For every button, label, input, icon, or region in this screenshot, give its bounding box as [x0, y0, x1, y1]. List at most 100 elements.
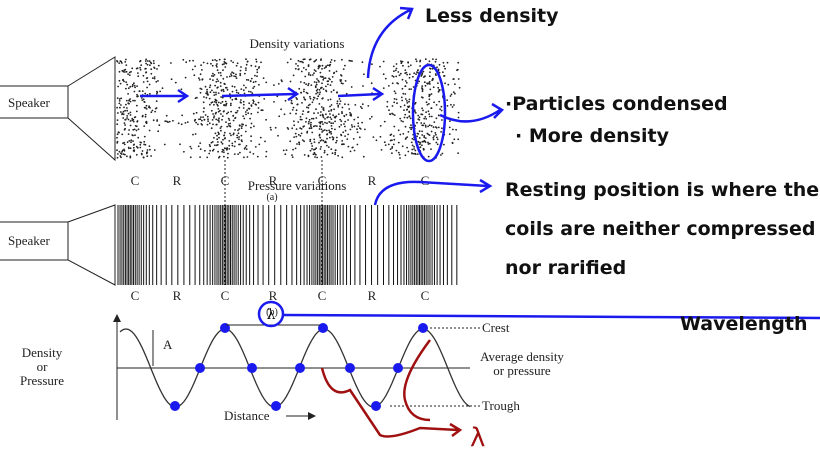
particle: [322, 78, 325, 81]
particle: [290, 99, 293, 102]
particle: [277, 83, 280, 85]
particle: [312, 117, 315, 120]
particle: [293, 124, 296, 127]
particle: [129, 98, 132, 100]
particle: [118, 79, 121, 82]
particle: [402, 92, 405, 95]
particle: [126, 117, 128, 119]
particle: [141, 99, 144, 101]
particle: [421, 90, 424, 93]
particle: [256, 68, 259, 71]
particle: [121, 150, 123, 153]
particle: [206, 93, 209, 96]
particle: [458, 86, 461, 89]
particle: [294, 147, 297, 150]
particle: [345, 113, 348, 116]
particle: [213, 116, 215, 119]
particle: [399, 133, 402, 136]
particle: [330, 131, 332, 133]
particle: [132, 140, 134, 143]
particle: [406, 136, 409, 139]
particle: [432, 136, 435, 139]
particle: [389, 134, 392, 137]
particle: [286, 61, 289, 64]
particle: [359, 127, 362, 130]
particle: [431, 67, 434, 70]
particle: [448, 133, 451, 136]
particle: [199, 142, 202, 145]
particle: [322, 123, 324, 125]
particle: [194, 97, 197, 100]
particle: [219, 81, 222, 84]
particle: [318, 66, 321, 68]
particle: [145, 67, 147, 70]
particle: [231, 144, 234, 147]
particle: [393, 125, 396, 128]
particle: [428, 98, 431, 101]
particle: [408, 100, 410, 103]
particle: [122, 79, 124, 82]
particle: [192, 133, 194, 136]
particle: [417, 114, 420, 117]
particle: [204, 114, 207, 116]
particle: [320, 121, 322, 123]
particle: [422, 147, 425, 150]
particle: [415, 58, 417, 61]
particle: [194, 133, 197, 135]
particle: [295, 135, 298, 138]
particle: [299, 135, 302, 137]
particle: [337, 104, 340, 107]
particle: [216, 69, 219, 72]
particle: [149, 61, 152, 64]
particle: [206, 92, 209, 95]
particle: [401, 87, 404, 90]
particle: [439, 108, 441, 110]
particle: [220, 129, 222, 132]
particle: [421, 113, 424, 116]
particle: [340, 74, 342, 76]
particle: [151, 109, 154, 112]
particle: [224, 62, 227, 64]
particle: [383, 141, 386, 144]
particle: [127, 147, 130, 150]
particle: [346, 138, 349, 141]
particle: [123, 143, 126, 146]
particle: [116, 97, 119, 99]
particle: [424, 140, 426, 143]
position-label: C: [421, 173, 430, 188]
particle: [132, 99, 135, 102]
particle: [329, 84, 332, 86]
particle: [318, 93, 321, 96]
particle: [250, 126, 252, 129]
particle: [324, 77, 327, 79]
particle: [395, 149, 398, 152]
particle: [418, 80, 420, 83]
particle: [195, 121, 198, 124]
coil-lines: [117, 205, 458, 285]
particle: [325, 85, 327, 88]
particle: [391, 112, 393, 115]
particle: [410, 128, 412, 131]
particle: [226, 76, 228, 78]
particle: [284, 153, 287, 156]
particle: [118, 131, 120, 134]
particle: [223, 82, 226, 85]
particle: [233, 145, 236, 148]
particle: [226, 112, 228, 115]
particle: [260, 61, 262, 64]
particle: [449, 120, 451, 122]
particle: [129, 155, 132, 158]
particle: [252, 87, 255, 89]
particle: [408, 110, 411, 113]
particle: [312, 74, 314, 76]
particle: [145, 122, 148, 125]
particle: [327, 116, 329, 118]
particle: [299, 127, 302, 130]
particle: [228, 148, 231, 150]
particle: [190, 147, 193, 150]
particle: [309, 123, 312, 126]
particle: [199, 118, 202, 121]
particle: [434, 60, 437, 63]
particle: [330, 132, 333, 135]
